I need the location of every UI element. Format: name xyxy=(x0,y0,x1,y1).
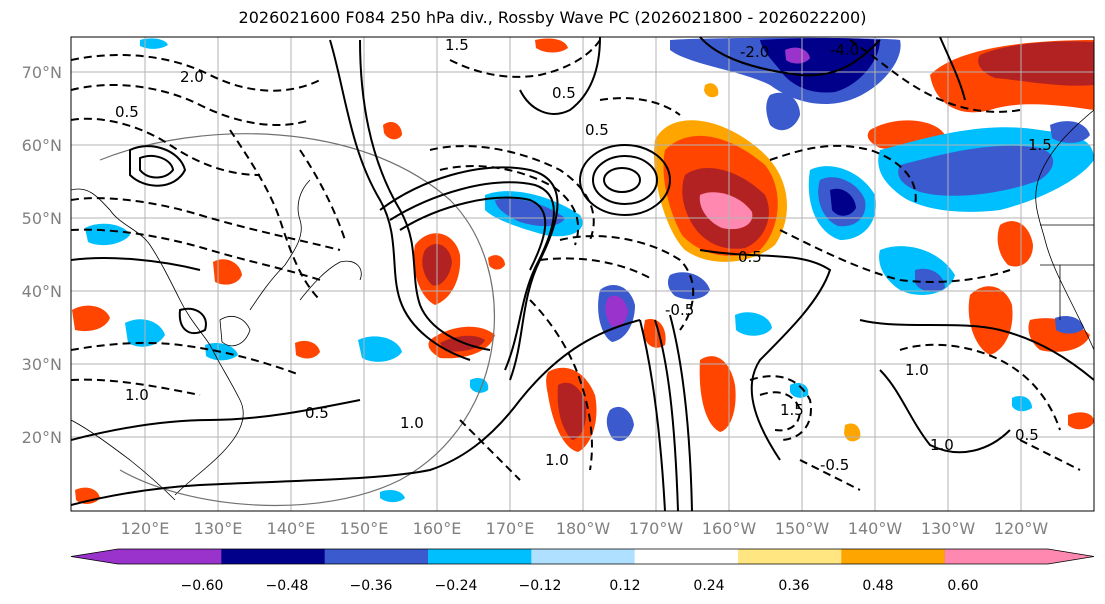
lat-label: 50°N xyxy=(22,209,62,228)
colorbar-outline xyxy=(70,548,1095,565)
colorbar-tick-label: 0.60 xyxy=(947,578,978,594)
lon-label: 130°E xyxy=(194,519,243,538)
colorbar-extend-high xyxy=(1048,549,1094,564)
map-title: 2026021600 F084 250 hPa div., Rossby Wav… xyxy=(238,8,867,27)
colorbar-segment xyxy=(944,549,1048,564)
colorbar-segment xyxy=(841,549,946,564)
colorbar-segment xyxy=(634,549,739,564)
contour-label: 1.5 xyxy=(780,401,804,419)
contour-label: 0.5 xyxy=(552,84,576,102)
contour-label: 0.5 xyxy=(305,404,329,422)
contour-labels: 0.5 2.0 -2.0 -4.0 1.5 0.5 0.5 1.0 0.5 0.… xyxy=(115,36,1052,474)
map-content: 0.5 2.0 -2.0 -4.0 1.5 0.5 0.5 1.0 0.5 0.… xyxy=(71,36,1094,511)
colorbar-segment xyxy=(531,549,636,564)
lon-label: 150°E xyxy=(340,519,389,538)
contour-label: 0.5 xyxy=(585,121,609,139)
colorbar-segment xyxy=(118,549,222,564)
colorbar-segment xyxy=(324,549,429,564)
lon-label: 120°E xyxy=(121,519,170,538)
contour-label: 0.5 xyxy=(1015,426,1039,444)
contour-label: -0.5 xyxy=(820,456,849,474)
contour-label: 1.0 xyxy=(545,451,569,469)
colorbar-tick-label: −0.24 xyxy=(435,578,478,594)
dashed-contours xyxy=(71,39,1081,491)
colorbar-extend-low xyxy=(71,549,118,564)
contour-label: 1.5 xyxy=(445,36,469,54)
colorbar-tick-label: 0.12 xyxy=(609,578,640,594)
colorbar-segment xyxy=(221,549,326,564)
lon-label: 140°W xyxy=(848,519,903,538)
colorbar-tick-label: −0.60 xyxy=(181,578,224,594)
lon-label: 180°W xyxy=(556,519,611,538)
contour-label: 1.0 xyxy=(125,386,149,404)
contour-label: 0.5 xyxy=(738,248,762,266)
colorbar-tick-label: 0.48 xyxy=(862,578,893,594)
lon-label: 170°W xyxy=(629,519,684,538)
latitude-labels: 70°N 60°N 50°N 40°N 30°N 20°N xyxy=(22,63,62,447)
lat-label: 30°N xyxy=(22,355,62,374)
colorbar xyxy=(70,548,1095,565)
lat-label: 60°N xyxy=(22,136,62,155)
lon-label: 120°W xyxy=(994,519,1049,538)
negative-shading xyxy=(85,37,1094,503)
contour-label: 0.5 xyxy=(115,103,139,121)
colorbar-tick-label: −0.36 xyxy=(350,578,393,594)
colorbar-segment xyxy=(738,549,842,564)
colorbar-tick-label: 0.24 xyxy=(693,578,724,594)
lon-label: 160°E xyxy=(413,519,462,538)
contour-label: 1.0 xyxy=(400,414,424,432)
solid-contours xyxy=(71,37,1094,511)
colorbar-tick-label: −0.12 xyxy=(519,578,562,594)
longitude-labels: 120°E 130°E 140°E 150°E 160°E 170°E 180°… xyxy=(121,519,1049,538)
coastlines xyxy=(71,109,1094,501)
contour-label: 1.5 xyxy=(1028,136,1052,154)
lon-label: 150°W xyxy=(775,519,830,538)
positive-shading xyxy=(72,40,1094,504)
lat-label: 40°N xyxy=(22,282,62,301)
colorbar-tick-label: −0.48 xyxy=(266,578,309,594)
contour-label: -0.5 xyxy=(665,301,694,319)
lon-label: 160°W xyxy=(702,519,757,538)
colorbar-segment xyxy=(428,549,532,564)
colorbar-ticks: −0.60 −0.48 −0.36 −0.24 −0.12 0.12 0.24 … xyxy=(181,578,979,594)
lat-label: 70°N xyxy=(22,63,62,82)
map-frame xyxy=(70,36,1095,512)
contour-label: -2.0 xyxy=(740,43,769,61)
contour-label: -4.0 xyxy=(830,41,859,59)
contour-label: 2.0 xyxy=(180,68,204,86)
contour-label: 1.0 xyxy=(930,436,954,454)
reference-circle xyxy=(99,133,495,507)
colorbar-tick-label: 0.36 xyxy=(778,578,809,594)
lon-label: 140°E xyxy=(267,519,316,538)
graticule xyxy=(71,37,1094,511)
contour-label: 1.0 xyxy=(905,361,929,379)
lat-label: 20°N xyxy=(22,428,62,447)
lon-label: 130°W xyxy=(921,519,976,538)
lon-label: 170°E xyxy=(486,519,535,538)
